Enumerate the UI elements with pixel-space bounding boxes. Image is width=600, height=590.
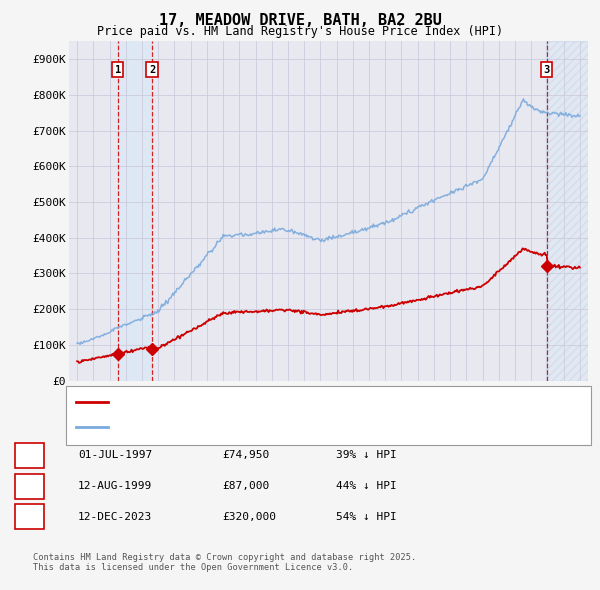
Text: 12-DEC-2023: 12-DEC-2023 [78, 512, 152, 522]
Text: 17, MEADOW DRIVE, BATH, BA2 2BU: 17, MEADOW DRIVE, BATH, BA2 2BU [158, 13, 442, 28]
Text: 1: 1 [26, 451, 33, 460]
Text: Price paid vs. HM Land Registry's House Price Index (HPI): Price paid vs. HM Land Registry's House … [97, 25, 503, 38]
Text: 17, MEADOW DRIVE, BATH, BA2 2BU (detached house): 17, MEADOW DRIVE, BATH, BA2 2BU (detache… [113, 398, 413, 407]
Text: 3: 3 [26, 512, 33, 522]
Text: 39% ↓ HPI: 39% ↓ HPI [336, 451, 397, 460]
Text: £87,000: £87,000 [222, 481, 269, 491]
Bar [118, 41, 152, 381]
Text: 2: 2 [26, 481, 33, 491]
Bar [546, 41, 588, 381]
Text: HPI: Average price, detached house, Bath and North East Somerset: HPI: Average price, detached house, Bath… [113, 422, 513, 431]
Text: 12-AUG-1999: 12-AUG-1999 [78, 481, 152, 491]
Text: £74,950: £74,950 [222, 451, 269, 460]
Text: 3: 3 [544, 65, 550, 75]
Text: 44% ↓ HPI: 44% ↓ HPI [336, 481, 397, 491]
Text: 54% ↓ HPI: 54% ↓ HPI [336, 512, 397, 522]
Text: This data is licensed under the Open Government Licence v3.0.: This data is licensed under the Open Gov… [33, 563, 353, 572]
Text: 2: 2 [149, 65, 155, 75]
Text: Contains HM Land Registry data © Crown copyright and database right 2025.: Contains HM Land Registry data © Crown c… [33, 553, 416, 562]
Text: 01-JUL-1997: 01-JUL-1997 [78, 451, 152, 460]
Text: 1: 1 [115, 65, 121, 75]
Text: £320,000: £320,000 [222, 512, 276, 522]
